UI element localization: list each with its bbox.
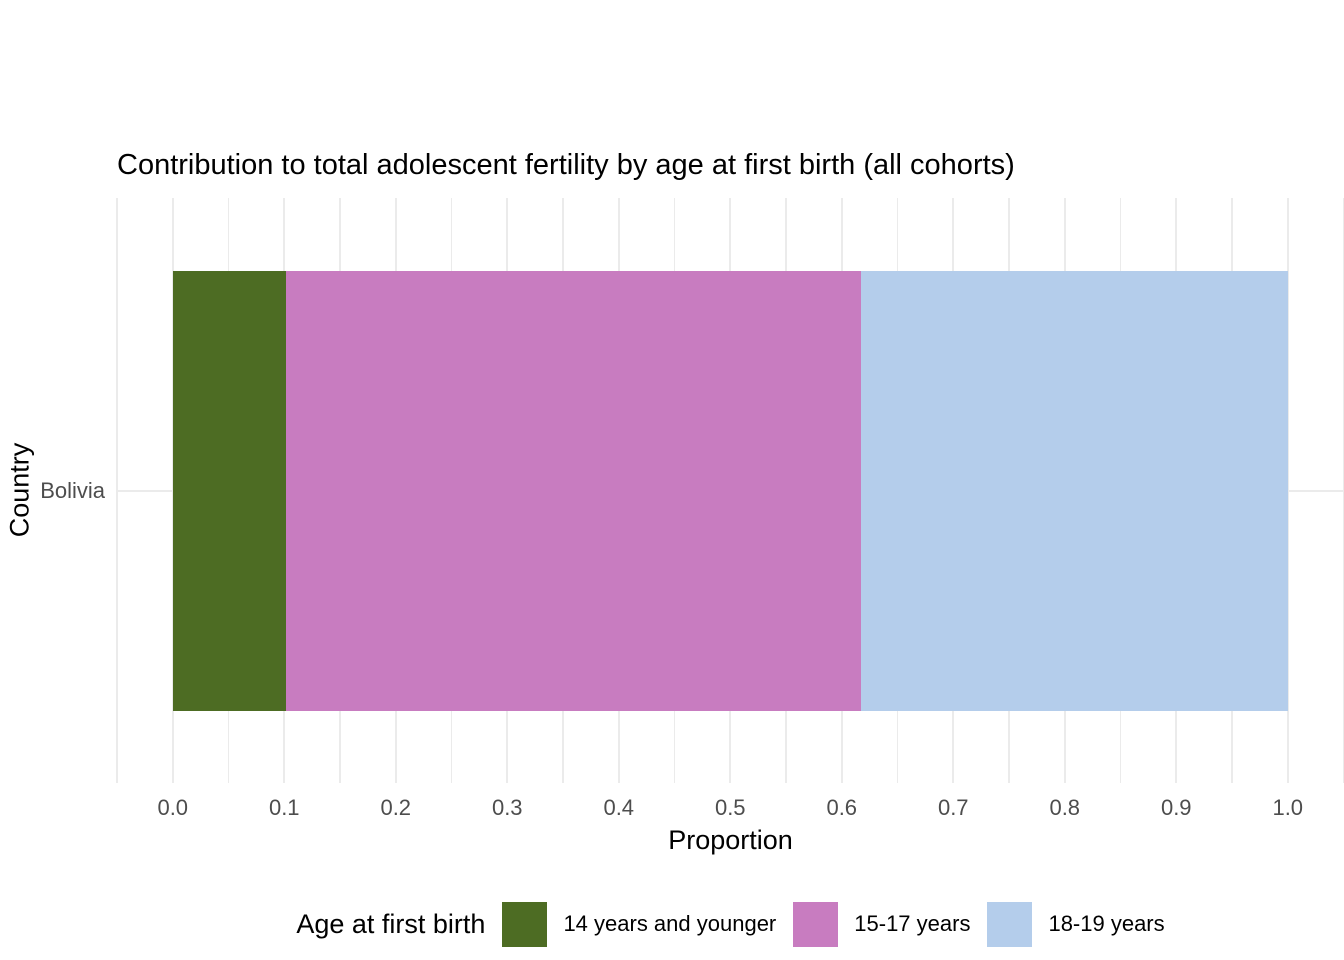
legend-swatch <box>987 901 1033 947</box>
x-tick-label: 1.0 <box>1272 795 1304 820</box>
legend: Age at first birth 14 years and younger 1… <box>117 899 1344 949</box>
legend-item: 15-17 years <box>793 901 971 947</box>
y-tick-label: Bolivia <box>40 478 105 503</box>
legend-title: Age at first birth <box>296 908 486 939</box>
x-tick-label: 0.3 <box>491 795 523 820</box>
bar-segment-18-19-years <box>860 271 1288 711</box>
x-tick-label: 0.1 <box>268 795 300 820</box>
x-tick-label: 0.5 <box>714 795 746 820</box>
bar-segment-14-years-and-younger <box>172 271 287 711</box>
x-tick-label: 0.9 <box>1160 795 1192 820</box>
x-tick-label: 0.4 <box>603 795 635 820</box>
x-tick-label: 0.0 <box>157 795 189 820</box>
x-axis-title: Proportion <box>668 825 793 855</box>
legend-item-label: 14 years and younger <box>563 911 777 936</box>
y-axis-title: Country <box>4 442 35 538</box>
chart-title: Contribution to total adolescent fertili… <box>117 149 1015 181</box>
bar-segment-15-17-years <box>286 271 861 711</box>
x-tick-label: 0.8 <box>1049 795 1081 820</box>
legend-swatch <box>502 901 548 947</box>
legend-item: 18-19 years <box>987 901 1165 947</box>
legend-item-label: 15-17 years <box>854 911 971 936</box>
legend-swatch <box>793 901 839 947</box>
legend-item: 14 years and younger <box>502 901 777 947</box>
legend-item-label: 18-19 years <box>1048 911 1165 936</box>
plot-panel <box>116 198 1344 783</box>
x-tick-label: 0.6 <box>826 795 858 820</box>
x-tick-label: 0.2 <box>380 795 412 820</box>
x-tick-label: 0.7 <box>937 795 969 820</box>
